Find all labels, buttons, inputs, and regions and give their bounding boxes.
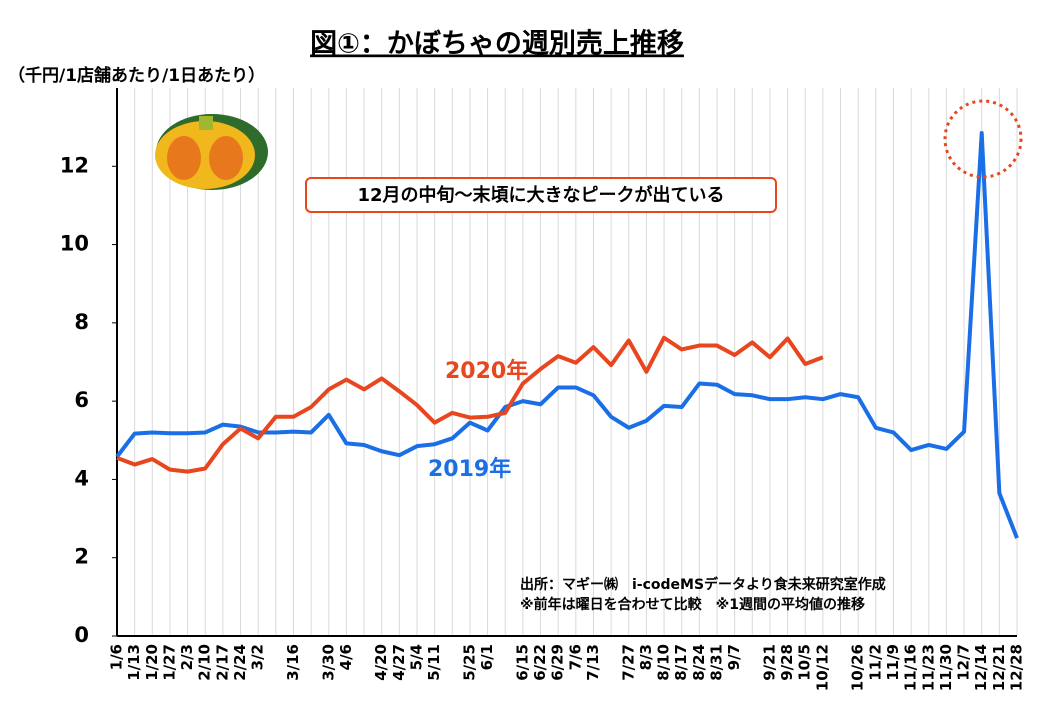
y-tick-label: 0 bbox=[74, 623, 89, 647]
x-tick-label: 8/10 bbox=[655, 644, 673, 681]
x-tick-label: 1/6 bbox=[108, 644, 126, 670]
x-tick-label: 6/22 bbox=[531, 644, 549, 681]
annotation: 12月の中旬～末頃に大きなピークが出ている bbox=[357, 184, 724, 206]
x-tick-label: 10/26 bbox=[849, 644, 867, 691]
x-tick-label: 11/23 bbox=[919, 644, 937, 691]
x-tick-label: 10/5 bbox=[796, 644, 814, 681]
x-tick-label: 4/27 bbox=[390, 644, 408, 681]
x-tick-label: 1/13 bbox=[125, 644, 143, 681]
x-tick-label: 2/10 bbox=[196, 644, 214, 681]
x-tick-label: 12/21 bbox=[990, 644, 1008, 691]
x-tick-label: 5/11 bbox=[425, 644, 443, 681]
x-tick-label: 12/14 bbox=[972, 644, 990, 691]
y-tick-label: 10 bbox=[60, 232, 89, 256]
x-tick-label: 6/1 bbox=[478, 644, 496, 670]
x-tick-label: 2/24 bbox=[231, 644, 249, 681]
footnote: ※前年は曜日を合わせて比較 ※1週間の平均値の推移 bbox=[520, 596, 865, 613]
x-tick-label: 1/27 bbox=[160, 644, 178, 681]
x-tick-label: 8/17 bbox=[672, 644, 690, 681]
x-tick-label: 11/30 bbox=[937, 644, 955, 691]
y-tick-label: 2 bbox=[74, 545, 89, 569]
x-tick-label: 6/29 bbox=[549, 644, 567, 681]
x-tick-label: 4/20 bbox=[372, 644, 390, 681]
y-tick-label: 4 bbox=[74, 466, 89, 490]
x-tick-label: 7/6 bbox=[566, 644, 584, 670]
x-tick-label: 9/7 bbox=[725, 644, 743, 670]
x-tick-label: 9/28 bbox=[778, 644, 796, 681]
x-tick-label: 9/21 bbox=[760, 644, 778, 681]
series-label: 2020年 bbox=[445, 358, 528, 384]
series-line bbox=[116, 335, 824, 474]
x-tick-label: 2/3 bbox=[178, 644, 196, 670]
x-tick-label: 5/4 bbox=[408, 644, 426, 670]
x-tick-label: 8/31 bbox=[708, 644, 726, 681]
x-tick-label: 7/27 bbox=[619, 644, 637, 681]
x-tick-label: 3/2 bbox=[249, 644, 267, 670]
y-tick-label: 8 bbox=[74, 310, 89, 334]
x-tick-label: 12/7 bbox=[955, 644, 973, 681]
x-tick-label: 12/28 bbox=[1008, 644, 1026, 691]
x-tick-label: 1/20 bbox=[143, 644, 161, 681]
chart-title: 図①：かぼちゃの週別売上推移 bbox=[310, 29, 684, 60]
x-tick-label: 5/25 bbox=[460, 644, 478, 681]
y-axis-label: （千円/1店舗あたり/1日あたり） bbox=[8, 65, 265, 86]
highlight-circle bbox=[943, 99, 1023, 179]
x-tick-label: 11/16 bbox=[902, 644, 920, 691]
x-tick-label: 3/16 bbox=[284, 644, 302, 681]
y-tick-label: 6 bbox=[74, 388, 89, 412]
x-tick-label: 7/13 bbox=[584, 644, 602, 681]
x-tick-label: 8/3 bbox=[637, 644, 655, 670]
x-tick-label: 8/24 bbox=[690, 644, 708, 681]
x-tick-label: 4/6 bbox=[337, 644, 355, 670]
annotation-box bbox=[305, 177, 777, 213]
source-note: 出所：マギー㈱ i-codeMSデータより食未来研究室作成 bbox=[520, 576, 886, 593]
x-tick-label: 10/12 bbox=[813, 644, 831, 691]
series-label: 2019年 bbox=[428, 456, 511, 482]
x-tick-label: 6/15 bbox=[513, 644, 531, 681]
x-tick-label: 2/17 bbox=[213, 644, 231, 681]
series-line bbox=[115, 131, 1019, 539]
x-tick-label: 3/30 bbox=[319, 644, 337, 681]
y-tick-label: 12 bbox=[60, 153, 89, 177]
x-tick-label: 11/2 bbox=[866, 644, 884, 681]
x-tick-label: 11/9 bbox=[884, 644, 902, 681]
pumpkin-icon bbox=[155, 114, 268, 190]
